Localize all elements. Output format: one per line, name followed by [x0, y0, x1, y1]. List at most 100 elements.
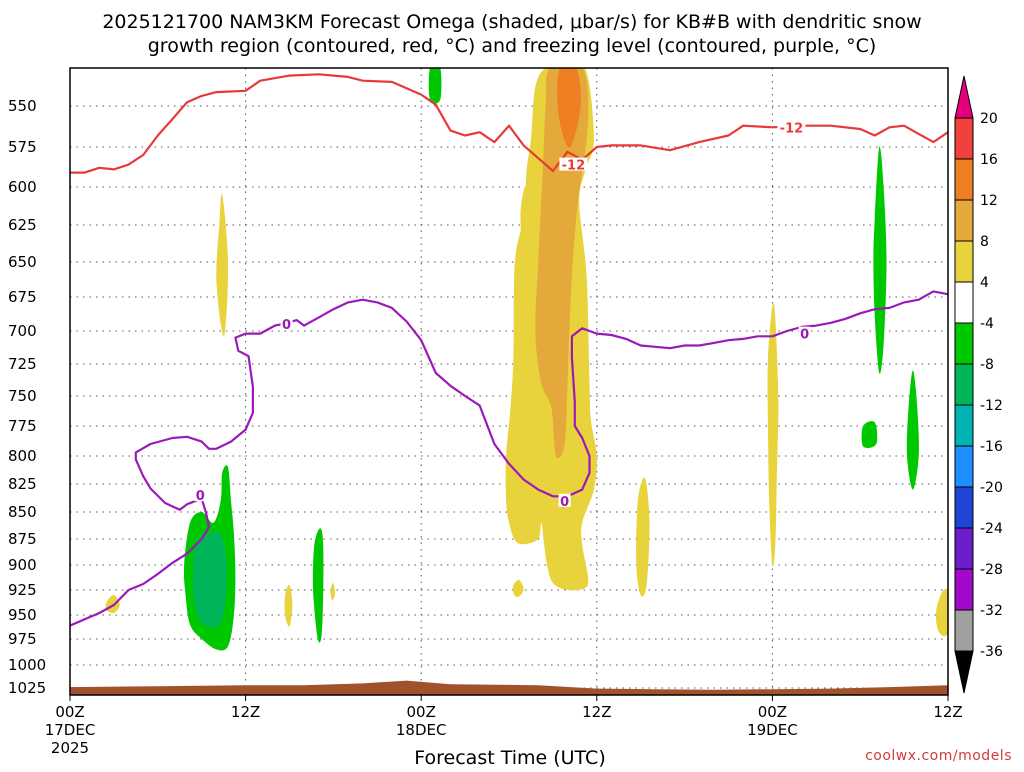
- omega-shade-region: [636, 477, 650, 597]
- x-tick-label: 12Z: [933, 703, 962, 721]
- colorbar-tick-label: -12: [980, 398, 1003, 414]
- colorbar-tick-label: 8: [980, 234, 989, 250]
- omega-shade-region: [510, 386, 520, 456]
- colorbar-tick-label: 20: [980, 111, 998, 127]
- colorbar-box: [954, 404, 974, 447]
- y-tick-label: 550: [8, 97, 37, 115]
- colorbar-min-arrow: [954, 650, 974, 694]
- colorbar-box: [954, 158, 974, 201]
- freezing-level-label: 0: [282, 318, 291, 333]
- colorbar-tick-label: 4: [980, 275, 989, 291]
- colorbar-tick-label: -16: [980, 439, 1003, 455]
- freezing-level-label: 0: [560, 495, 569, 510]
- dendritic-contour-label-bg: [777, 120, 806, 134]
- y-tick-label: 925: [8, 581, 37, 599]
- dendritic-contour-label: -12: [780, 121, 804, 136]
- omega-shade-region: [284, 584, 293, 627]
- colorbar-box: [954, 568, 974, 611]
- colorbar-tick-label: 12: [980, 193, 998, 209]
- axis-ticks: 550 575 600 625 650 675 700 725 750 775 800 825 850 8…: [8, 97, 963, 757]
- colorbar-tick-label: -28: [980, 562, 1003, 578]
- y-tick-label: 800: [8, 447, 37, 465]
- x-tick-label: 12Z: [231, 703, 260, 721]
- colorbar-tick-label: -24: [980, 521, 1003, 537]
- freezing-level-label-bg: [798, 326, 811, 340]
- colorbar-tick-label: -32: [980, 603, 1003, 619]
- y-tick-label: 775: [8, 417, 37, 435]
- omega-shade-region: [105, 594, 120, 614]
- y-tick-label: 675: [8, 288, 37, 306]
- x-tick-date: 17DEC: [45, 721, 96, 739]
- omega-shade-region: [330, 582, 335, 601]
- terrain-band: [70, 680, 948, 695]
- y-tick-label: 575: [8, 138, 37, 156]
- x-tick-label: 00Z: [55, 703, 84, 721]
- colorbar-tick-label: -20: [980, 480, 1003, 496]
- omega-shade-region: [312, 528, 324, 643]
- omega-shade-region: [935, 588, 948, 637]
- colorbar-box: [954, 445, 974, 488]
- colorbar-box: [954, 486, 974, 529]
- omega-shading: [70, 68, 948, 695]
- freezing-level-label-bg: [558, 493, 571, 507]
- y-tick-label: 900: [8, 556, 37, 574]
- colorbar-box: [954, 322, 974, 365]
- dendritic-contour-label: -12: [562, 159, 586, 174]
- y-tick-label: 975: [8, 630, 37, 648]
- omega-shade-region: [861, 421, 878, 449]
- y-tick-label: 950: [8, 606, 37, 624]
- x-tick-date: 19DEC: [747, 721, 798, 739]
- y-tick-label: 700: [8, 322, 37, 340]
- omega-shade-region: [512, 579, 524, 598]
- colorbar-box: [954, 363, 974, 406]
- colorbar-box: [954, 527, 974, 570]
- x-tick-year: 2025: [51, 739, 89, 757]
- colorbar-tick-label: -36: [980, 644, 1003, 660]
- dendritic-contour-line: [70, 73, 948, 174]
- y-tick-label: 825: [8, 475, 37, 493]
- omega-shade-region: [906, 370, 919, 490]
- y-tick-label: 1000: [8, 656, 46, 674]
- omega-shade-region: [216, 193, 229, 336]
- colorbar-max-arrow: [954, 75, 974, 119]
- colorbar-box: [954, 281, 974, 324]
- colorbar-tick-label: -8: [980, 357, 994, 373]
- y-tick-label: 725: [8, 355, 37, 373]
- credit-text: coolwx.com/models: [865, 748, 1012, 764]
- freezing-level-label: 0: [800, 328, 809, 343]
- y-tick-label: 875: [8, 530, 37, 548]
- y-tick-label: 650: [8, 253, 37, 271]
- colorbar: 20 16 12 8 4 -4 -8 -12 -16 -20 -24 -28 -32 -36: [954, 75, 1003, 694]
- omega-shade-region: [192, 530, 227, 628]
- x-axis-label: Forecast Time (UTC): [414, 747, 605, 768]
- y-tick-label: 600: [8, 178, 37, 196]
- omega-shade-region: [557, 68, 581, 148]
- omega-shade-region: [873, 146, 887, 374]
- omega-shade-region: [428, 68, 442, 104]
- x-tick-date: 18DEC: [396, 721, 447, 739]
- omega-shade-region: [520, 185, 532, 262]
- y-tick-label: 750: [8, 387, 37, 405]
- freezing-level-line: [70, 290, 948, 627]
- x-tick-label: 00Z: [758, 703, 787, 721]
- freezing-level-label: 0: [196, 489, 205, 504]
- colorbar-box: [954, 609, 974, 652]
- colorbar-box: [954, 199, 974, 242]
- colorbar-box: [954, 117, 974, 160]
- colorbar-tick-label: 16: [980, 152, 998, 168]
- y-tick-label: 850: [8, 503, 37, 521]
- x-tick-label: 00Z: [407, 703, 436, 721]
- colorbar-tick-label: -4: [980, 316, 994, 332]
- plot-frame: [69, 67, 949, 696]
- y-tick-label: 625: [8, 216, 37, 234]
- y-tick-label: 1025: [8, 679, 46, 697]
- colorbar-box: [954, 240, 974, 283]
- x-tick-label: 12Z: [582, 703, 611, 721]
- chart-title-line2: growth region (contoured, red, °C) and f…: [148, 35, 877, 57]
- chart-title-line1: 2025121700 NAM3KM Forecast Omega (shaded…: [102, 11, 921, 33]
- freezing-level-label-bg: [194, 488, 207, 502]
- omega-shade-region: [767, 303, 779, 567]
- freezing-level-label-bg: [280, 317, 293, 331]
- contour-lines: -12 -12 0 0 0 0: [70, 73, 948, 627]
